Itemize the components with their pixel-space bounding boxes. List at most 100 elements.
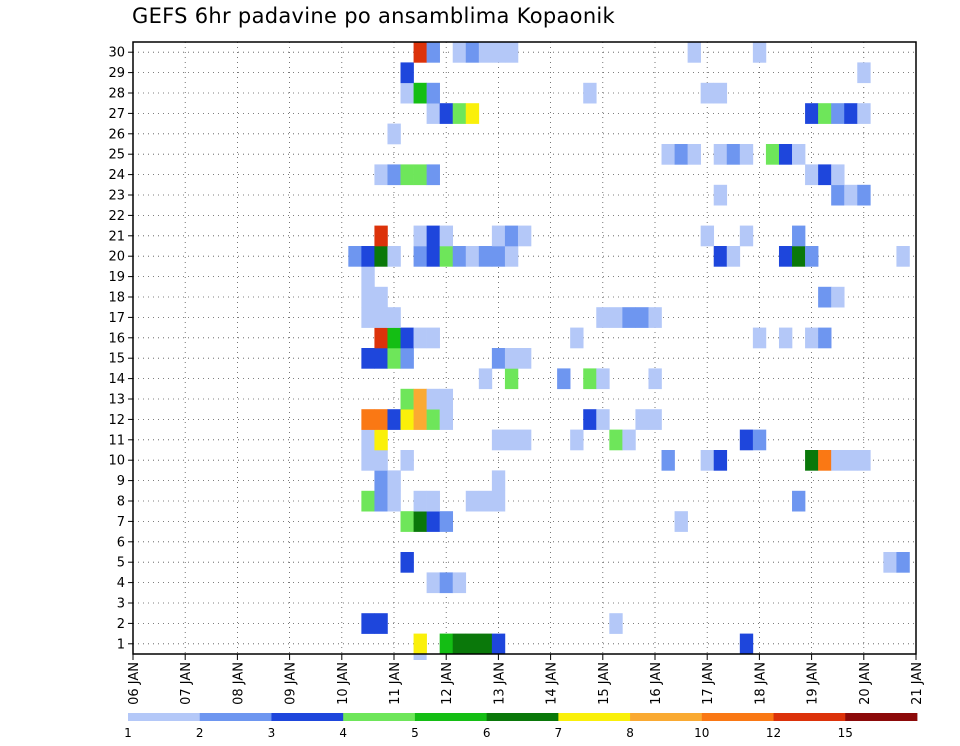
- precip-cell: [491, 225, 506, 247]
- y-tick-label: 20: [108, 250, 125, 265]
- x-tick-label: 09 JAN: [284, 662, 299, 705]
- y-tick-label: 13: [108, 393, 125, 408]
- precip-cell: [478, 633, 493, 655]
- precip-cell: [504, 368, 519, 390]
- precip-cell: [778, 246, 793, 267]
- precip-cell: [739, 633, 754, 655]
- x-tick-label: 12 JAN: [440, 662, 455, 705]
- x-tick-label: 18 JAN: [753, 662, 768, 705]
- precip-cell: [713, 246, 728, 267]
- precip-cell: [622, 307, 636, 328]
- x-tick-label: 07 JAN: [179, 662, 194, 705]
- precip-cell: [400, 552, 414, 573]
- y-tick-label: 18: [108, 291, 125, 306]
- precip-cell: [752, 429, 767, 451]
- precip-cell: [596, 368, 610, 390]
- y-tick-label: 25: [108, 148, 125, 163]
- precip-cell: [726, 246, 741, 267]
- precip-cell: [557, 368, 571, 390]
- precip-cell: [478, 246, 493, 267]
- y-tick-label: 3: [117, 597, 125, 612]
- precip-cell: [413, 654, 427, 660]
- precip-cell: [400, 348, 414, 369]
- y-tick-label: 16: [108, 331, 125, 346]
- precip-cell: [465, 42, 480, 63]
- precip-cell: [609, 613, 623, 634]
- y-tick-label: 10: [108, 454, 125, 469]
- precip-cell: [413, 225, 427, 247]
- precip-cell: [426, 409, 440, 430]
- precip-cell: [831, 286, 845, 308]
- precip-cell: [648, 307, 662, 328]
- precip-cell: [792, 225, 806, 247]
- precip-cell: [439, 633, 454, 655]
- precip-cell: [844, 103, 858, 124]
- precip-cell: [374, 246, 388, 267]
- precip-cell: [452, 42, 467, 63]
- precip-cell: [818, 450, 832, 471]
- colorbar-segment: [701, 713, 774, 721]
- precip-cell: [413, 82, 427, 104]
- colorbar-label: 3: [268, 726, 276, 740]
- precip-cell: [426, 327, 440, 349]
- chart-title: GEFS 6hr padavine po ansamblima Kopaonik: [132, 4, 616, 28]
- precip-cell: [792, 144, 806, 165]
- x-tick-label: 21 JAN: [910, 662, 925, 705]
- colorbar-segment: [271, 713, 344, 721]
- precip-cell: [778, 327, 793, 349]
- y-tick-label: 24: [108, 168, 125, 183]
- precip-cell: [426, 42, 440, 63]
- precip-cell: [739, 429, 754, 451]
- y-tick-label: 22: [108, 209, 125, 224]
- precip-cell: [400, 62, 414, 84]
- plot-frame: [132, 41, 917, 655]
- precip-cell: [504, 225, 519, 247]
- precip-cell: [504, 42, 519, 63]
- precip-cell: [713, 144, 728, 165]
- precip-cell: [818, 103, 832, 124]
- colorbar-label: 2: [196, 726, 204, 740]
- precip-cell: [426, 246, 440, 267]
- precip-cell: [752, 327, 767, 349]
- precip-cell: [739, 144, 754, 165]
- precip-cell: [896, 552, 910, 573]
- y-tick-label: 11: [108, 433, 125, 448]
- precip-cell: [374, 327, 388, 349]
- colorbar-label: 4: [339, 726, 347, 740]
- precip-cell: [439, 388, 454, 410]
- precip-cell: [713, 82, 728, 104]
- precip-cell: [413, 633, 427, 655]
- y-tick-label: 6: [117, 535, 125, 550]
- colorbar-label: 5: [411, 726, 419, 740]
- precip-cell: [491, 490, 506, 512]
- precip-cell: [361, 286, 375, 308]
- precip-cell: [857, 62, 871, 84]
- precip-cell: [374, 348, 388, 369]
- colorbar-segment: [486, 713, 559, 721]
- y-tick-label: 29: [108, 66, 125, 81]
- precip-cell: [374, 409, 388, 430]
- precip-cell: [439, 246, 454, 267]
- precip-cell: [361, 307, 375, 328]
- precip-cell: [622, 429, 636, 451]
- precip-cell: [413, 409, 427, 430]
- colorbar-label: 1: [124, 726, 132, 740]
- y-tick-label: 2: [117, 617, 125, 632]
- colorbar-segment: [414, 713, 488, 721]
- y-tick-label: 19: [108, 270, 125, 285]
- precip-cell: [778, 144, 793, 165]
- precip-cell: [426, 82, 440, 104]
- precip-cell: [439, 225, 454, 247]
- x-tick-label: 08 JAN: [231, 662, 246, 705]
- precip-cell: [491, 633, 506, 655]
- precip-cell: [583, 409, 597, 430]
- precip-cell: [400, 450, 414, 471]
- x-tick-label: 16 JAN: [649, 662, 664, 705]
- precip-cell: [361, 348, 375, 369]
- precip-cell: [661, 144, 675, 165]
- colorbar-label: 6: [483, 726, 491, 740]
- precip-cell: [478, 490, 493, 512]
- precip-cell: [374, 164, 388, 186]
- x-tick-label: 20 JAN: [858, 662, 873, 705]
- precip-cell: [765, 144, 780, 165]
